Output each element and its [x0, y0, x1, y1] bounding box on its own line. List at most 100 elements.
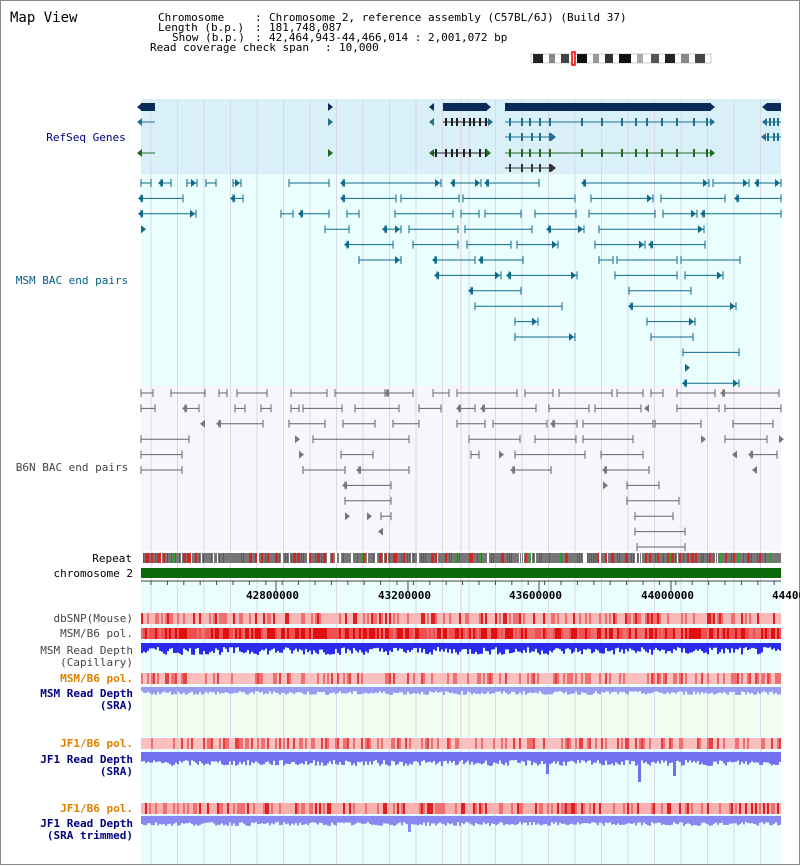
depth-bar — [331, 643, 333, 655]
depth-bar — [289, 643, 291, 650]
depth-bar — [569, 687, 571, 695]
depth-bar — [605, 687, 607, 692]
heat-cell — [279, 673, 281, 684]
gene-arrow — [137, 149, 142, 157]
heat-cell — [737, 673, 739, 684]
repeat-mark — [243, 553, 244, 563]
depth-bar — [383, 643, 385, 653]
heat-cell — [155, 628, 157, 639]
depth-bar — [145, 816, 147, 826]
depth-bar — [529, 816, 531, 823]
depth-bar — [435, 643, 437, 651]
repeat-mark — [423, 553, 424, 563]
depth-bar — [623, 687, 625, 692]
depth-bar — [661, 816, 663, 825]
depth-bar — [611, 816, 613, 825]
heat-cell — [673, 673, 675, 684]
depth-bar — [513, 687, 515, 692]
heat-cell — [403, 628, 405, 639]
repeat-mark — [577, 553, 578, 563]
heat-cell — [735, 628, 737, 639]
gene-exon — [469, 118, 471, 126]
depth-bar — [433, 643, 435, 650]
depth-bar — [207, 816, 209, 823]
msm-bac-label[interactable]: MSM BAC end pairs — [15, 274, 129, 287]
gene-exon — [767, 133, 769, 141]
refseq-label[interactable]: RefSeq Genes — [46, 131, 126, 144]
depth-bar — [205, 752, 207, 764]
depth-bar — [643, 643, 645, 650]
heat-cell — [225, 613, 227, 624]
depth-bar — [543, 643, 545, 654]
b6n-bac-label[interactable]: B6N BAC end pairs — [15, 461, 129, 474]
heat-cell — [769, 673, 771, 684]
repeat-mark — [343, 553, 344, 563]
depth-bar — [383, 752, 385, 761]
heat-cell — [249, 628, 251, 639]
heat-cell — [561, 803, 563, 814]
heat-cell — [353, 628, 355, 639]
bac-end-arrow — [552, 240, 557, 249]
bac-end-arrow — [356, 466, 361, 474]
heat-cell — [365, 803, 367, 814]
depth-bar — [321, 643, 323, 650]
depth-bar — [569, 643, 571, 650]
depth-bar — [771, 816, 773, 826]
repeat-mark — [261, 553, 263, 563]
repeat-mark — [437, 553, 438, 563]
depth-bar — [579, 643, 581, 651]
heat-cell — [479, 673, 481, 684]
depth-bar — [727, 643, 729, 650]
chromosome-label: chromosome 2 — [53, 567, 133, 580]
heat-cell — [361, 738, 363, 749]
repeat-mark — [549, 553, 550, 563]
heat-cell — [685, 628, 687, 639]
repeat-mark — [189, 553, 191, 563]
depth-bar — [287, 816, 289, 824]
depth-bar — [235, 816, 237, 826]
heat-cell — [717, 738, 719, 749]
depth-bar — [187, 687, 189, 694]
heat-cell — [371, 613, 373, 624]
depth-bar — [475, 752, 477, 764]
heat-cell — [589, 673, 591, 684]
depth-bar — [721, 752, 723, 762]
depth-bar — [403, 643, 405, 652]
depth-bar — [487, 687, 489, 692]
depth-bar — [543, 752, 545, 765]
repeat-mark — [379, 553, 381, 563]
depth-bar — [295, 687, 297, 693]
repeat-mark — [533, 553, 534, 563]
heat-cell — [421, 803, 423, 814]
heat-cell — [641, 628, 643, 639]
heat-cell — [675, 673, 677, 684]
depth-bar — [701, 816, 703, 823]
heat-cell — [637, 803, 639, 814]
depth-bar — [247, 752, 249, 761]
gene-arrow — [488, 118, 493, 126]
depth-bar — [607, 643, 609, 652]
heat-cell — [747, 738, 749, 749]
gene-exon — [529, 118, 531, 126]
depth-bar — [575, 643, 577, 649]
heat-cell — [431, 738, 433, 749]
heat-cell — [399, 738, 401, 749]
heat-cell — [355, 613, 357, 624]
heat-cell — [241, 738, 243, 749]
depth-bar — [567, 643, 569, 649]
depth-bar — [535, 643, 537, 649]
depth-bar — [277, 816, 279, 823]
depth-bar — [465, 687, 467, 695]
depth-bar — [473, 643, 475, 654]
depth-bar — [629, 752, 631, 765]
heat-cell — [767, 673, 769, 684]
repeat-mark — [285, 553, 286, 563]
depth-bar — [329, 643, 331, 655]
repeat-mark — [171, 553, 172, 563]
heat-cell — [675, 628, 677, 639]
depth-bar — [743, 816, 745, 825]
heat-cell — [745, 613, 747, 624]
depth-bar — [545, 643, 547, 654]
heat-cell — [245, 628, 247, 639]
